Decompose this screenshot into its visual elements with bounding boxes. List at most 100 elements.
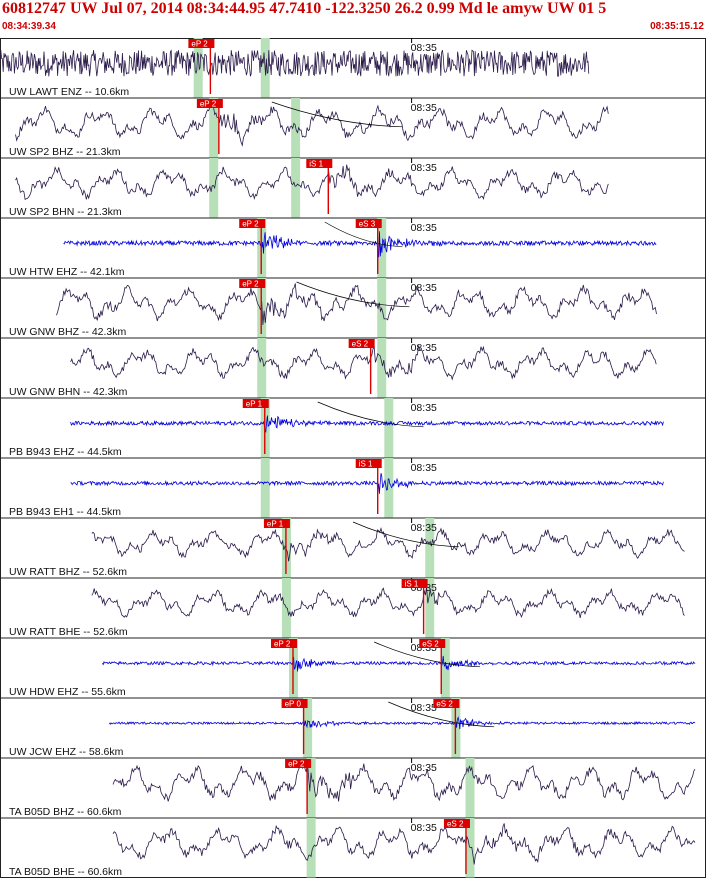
pick-band [306, 818, 316, 878]
pick-flag[interactable] [443, 819, 470, 828]
pick-band [257, 338, 267, 398]
trace-label: UW HTW EHZ -- 42.1km [9, 266, 125, 278]
pick-flag[interactable] [419, 639, 446, 648]
trace-label: UW SP2 BHN -- 21.3km [9, 206, 122, 218]
time-mark-label: 08:35 [411, 42, 437, 54]
pick-band [465, 818, 475, 878]
trace-row[interactable]: 08:35 eP 2 eS 3 UW HTW EHZ -- 42.1km [0, 218, 706, 279]
trace-label: UW GNW BHZ -- 42.3km [9, 326, 127, 338]
trace-label: UW LAWT ENZ -- 10.6km [9, 86, 129, 98]
window-start-time: 08:34:39.34 [2, 21, 56, 32]
trace-row[interactable]: 08:35 eP 2 UW GNW BHZ -- 42.3km [0, 278, 706, 339]
pick-flag-label: eS 2 [447, 820, 464, 829]
pick-flag[interactable] [355, 459, 382, 468]
waveform [109, 716, 696, 730]
pick-flag-label: iS 1 [405, 580, 419, 589]
pick-band [193, 38, 203, 98]
trace-row[interactable]: 08:35 iS 1 UW SP2 BHN -- 21.3km [0, 158, 706, 219]
waveform [63, 231, 657, 258]
pick-band [384, 398, 394, 458]
moveout-curve [352, 521, 459, 548]
waveform [91, 587, 685, 619]
trace-row[interactable]: 08:35 eP 2 UW SP2 BHZ -- 21.3km [0, 98, 706, 159]
pick-flag[interactable] [348, 339, 375, 348]
trace-row[interactable]: 08:35 iS 1 PB B943 EH1 -- 44.5km [0, 458, 706, 519]
time-mark-label: 08:35 [411, 522, 437, 534]
event-title: 60812747 UW Jul 07, 2014 08:34:44.95 47.… [2, 0, 607, 17]
pick-flag-label: eP 2 [274, 640, 291, 649]
trace-label: PB B943 EHZ -- 44.5km [9, 446, 122, 458]
pick-flag[interactable] [239, 279, 266, 288]
moveout-curve [324, 221, 403, 248]
pick-band [465, 758, 475, 818]
pick-flag-label: eP 2 [288, 760, 305, 769]
pick-band [209, 98, 219, 158]
time-mark-label: 08:35 [411, 762, 437, 774]
window-end-time: 08:35:15.12 [650, 21, 704, 32]
time-mark-label: 08:35 [411, 102, 437, 114]
pick-flag[interactable] [188, 39, 215, 48]
pick-flag[interactable] [281, 699, 308, 708]
waveform [70, 473, 664, 494]
trace-row[interactable]: 08:35 eP 2 TA B05D BHZ -- 60.6km [0, 758, 706, 819]
pick-flag-label: iS 1 [309, 160, 323, 169]
waveform [112, 760, 696, 802]
pick-flag[interactable] [239, 219, 266, 228]
pick-flag[interactable] [263, 519, 290, 528]
waveform [56, 283, 657, 326]
pick-flag-label: eP 2 [242, 220, 259, 229]
waveform [15, 104, 609, 147]
trace-row[interactable]: 08:35 eP 0 eS 2 UW JCW EHZ -- 58.6km [0, 698, 706, 759]
waveform [15, 164, 609, 201]
pick-flag[interactable] [306, 159, 333, 168]
pick-flag-label: eS 2 [422, 640, 439, 649]
pick-flag[interactable] [285, 759, 312, 768]
trace-row[interactable]: 08:35 eS 2 TA B05D BHE -- 60.6km [0, 818, 706, 878]
pick-flag[interactable] [196, 99, 223, 108]
pick-band [384, 458, 394, 518]
pick-flag-label: eS 3 [359, 220, 376, 229]
pick-flag-label: eP 1 [267, 520, 284, 529]
pick-flag-label: eP 1 [246, 400, 263, 409]
waveform [112, 823, 696, 865]
trace-label: UW RATT BHE -- 52.6km [9, 626, 128, 638]
event-header: 60812747 UW Jul 07, 2014 08:34:44.95 47.… [0, 0, 706, 38]
pick-band [377, 338, 387, 398]
pick-band [209, 158, 219, 218]
pick-band [303, 698, 313, 758]
trace-row[interactable]: 08:35 eS 2 UW GNW BHN -- 42.3km [0, 338, 706, 399]
time-mark-label: 08:35 [411, 162, 437, 174]
trace-label: TA B05D BHZ -- 60.6km [9, 806, 122, 818]
trace-row[interactable]: 08:35 eP 1 UW RATT BHZ -- 52.6km [0, 518, 706, 579]
pick-flag[interactable] [270, 639, 297, 648]
moveout-curve [296, 281, 410, 308]
waveform [70, 345, 657, 381]
pick-flag-label: eP 2 [242, 280, 259, 289]
pick-flag-label: eS 2 [352, 340, 369, 349]
waveform [0, 49, 590, 77]
time-mark-label: 08:35 [411, 462, 437, 474]
pick-flag[interactable] [401, 579, 428, 588]
trace-label: UW RATT BHZ -- 52.6km [9, 566, 127, 578]
pick-band [291, 158, 301, 218]
moveout-curve [317, 401, 424, 428]
pick-flag-label: iS 1 [359, 460, 373, 469]
pick-flag[interactable] [433, 699, 460, 708]
moveout-curve [374, 641, 481, 668]
moveout-curve [271, 101, 403, 128]
pick-flag[interactable] [355, 219, 382, 228]
pick-flag-label: eS 2 [436, 700, 453, 709]
trace-row[interactable]: 08:35 eP 1 PB B943 EHZ -- 44.5km [0, 398, 706, 459]
waveform [70, 415, 664, 433]
pick-band [425, 578, 435, 638]
pick-band [306, 758, 316, 818]
trace-row[interactable]: 08:35 eP 2 UW LAWT ENZ -- 10.6km [0, 38, 706, 99]
moveout-curve [388, 701, 495, 728]
seismogram-panel[interactable]: 08:35 eP 2 UW LAWT ENZ -- 10.6km 08:35 eP 2 U… [0, 38, 706, 878]
time-mark-label: 08:35 [411, 282, 437, 294]
pick-band [440, 638, 450, 698]
trace-label: UW HDW EHZ -- 55.6km [9, 686, 126, 698]
pick-flag[interactable] [242, 399, 269, 408]
